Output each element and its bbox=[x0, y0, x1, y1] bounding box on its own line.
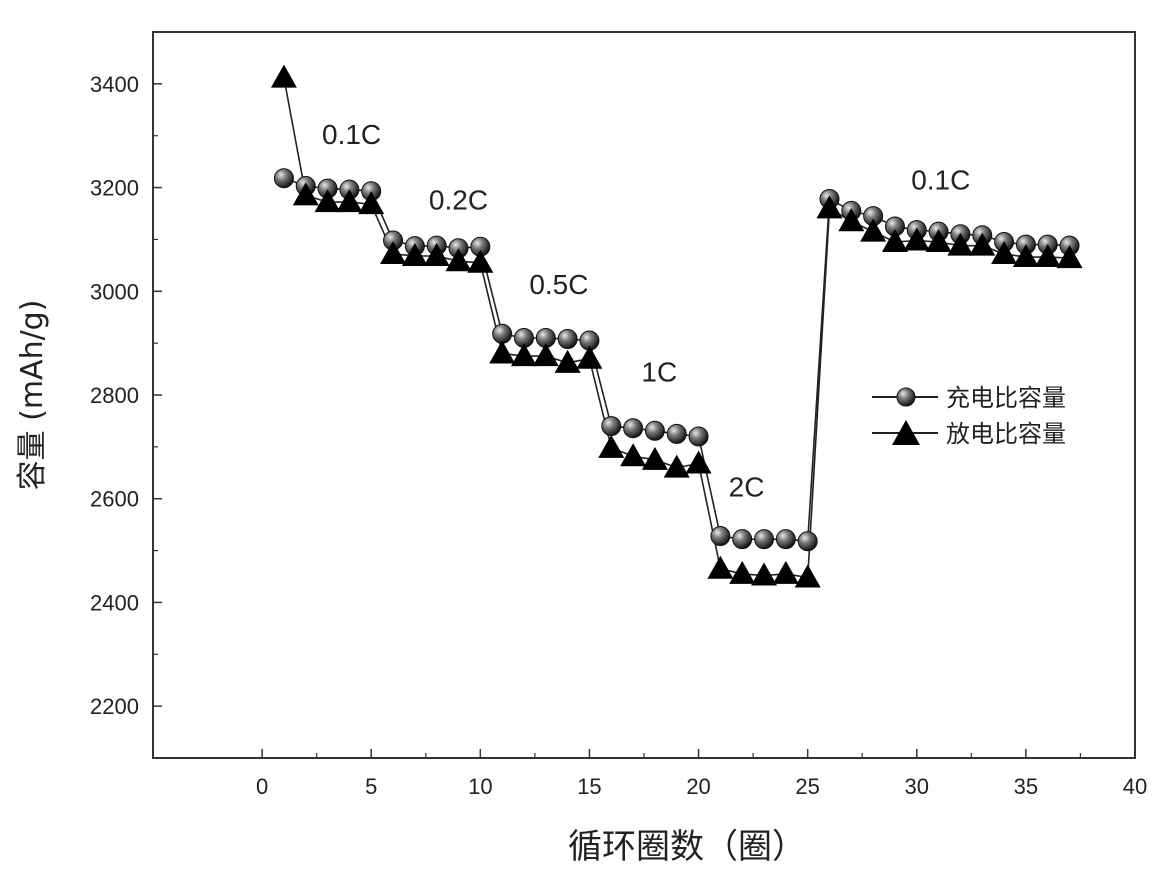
charge-capacity-point bbox=[754, 529, 775, 550]
charge-capacity-point bbox=[688, 426, 709, 447]
discharge-capacity-point bbox=[729, 560, 756, 584]
discharge-capacity-point bbox=[270, 64, 297, 88]
charge-capacity-point bbox=[775, 529, 796, 550]
x-tick-label: 35 bbox=[1014, 774, 1038, 799]
y-tick-label: 3000 bbox=[90, 279, 139, 304]
discharge-capacity-point bbox=[532, 343, 559, 367]
legend-label-discharge: 放电比容量 bbox=[946, 420, 1066, 448]
x-tick-label: 20 bbox=[686, 774, 710, 799]
charge-capacity-point bbox=[557, 328, 578, 349]
legend-triangle-marker-icon bbox=[892, 420, 920, 445]
discharge-capacity-point bbox=[772, 560, 799, 584]
y-tick-label: 3200 bbox=[90, 176, 139, 201]
discharge-capacity-point bbox=[336, 189, 363, 213]
discharge-capacity-point bbox=[969, 232, 996, 256]
charge-capacity-point bbox=[601, 416, 622, 437]
discharge-capacity-point bbox=[554, 349, 581, 373]
x-tick-label: 25 bbox=[795, 774, 819, 799]
rate-annotation: 0.1C bbox=[911, 165, 970, 196]
y-axis-title: 容量 (mAh/g) bbox=[15, 300, 50, 491]
discharge-capacity-point bbox=[707, 555, 734, 579]
x-tick-label: 10 bbox=[468, 774, 492, 799]
discharge-capacity-point bbox=[1034, 244, 1061, 268]
discharge-capacity-point bbox=[401, 243, 428, 267]
discharge-capacity-point bbox=[925, 229, 952, 253]
x-tick-label: 5 bbox=[365, 774, 377, 799]
rate-annotation: 0.2C bbox=[429, 184, 488, 215]
charge-capacity-point bbox=[732, 529, 753, 550]
discharge-capacity-point bbox=[576, 345, 603, 369]
discharge-capacity-point bbox=[598, 434, 625, 458]
discharge-capacity-point bbox=[292, 182, 319, 206]
discharge-capacity-point bbox=[467, 249, 494, 273]
discharge-capacity-point bbox=[947, 232, 974, 256]
charge-capacity-point bbox=[492, 323, 513, 344]
annotations: 0.1C 0.2C 0.5C 1C 2C 0.1C bbox=[322, 119, 970, 503]
discharge-capacity-point bbox=[794, 564, 821, 588]
charge-capacity-point bbox=[666, 423, 687, 444]
discharge-capacity-point bbox=[860, 218, 887, 242]
legend-item-charge: 充电比容量 bbox=[872, 384, 1066, 412]
x-tick-label: 15 bbox=[577, 774, 601, 799]
discharge-capacity-point bbox=[685, 450, 712, 474]
rate-annotation: 2C bbox=[729, 472, 765, 503]
legend-label-charge: 充电比容量 bbox=[946, 384, 1066, 412]
discharge-capacity-point bbox=[445, 248, 472, 272]
x-axis-title: 循环圈数（圈） bbox=[568, 827, 806, 867]
discharge-capacity-point bbox=[838, 208, 865, 232]
charge-capacity-point bbox=[623, 418, 644, 439]
y-tick-label: 2800 bbox=[90, 383, 139, 408]
discharge-capacity-point bbox=[663, 454, 690, 478]
discharge-capacity-point bbox=[816, 195, 843, 219]
discharge-capacity-point bbox=[510, 343, 537, 367]
discharge-capacity-point bbox=[641, 446, 668, 470]
y-tick-label: 2400 bbox=[90, 590, 139, 615]
discharge-capacity-point bbox=[751, 562, 778, 586]
discharge-capacity-point bbox=[620, 443, 647, 467]
x-tick-label: 0 bbox=[256, 774, 268, 799]
legend: 充电比容量 放电比容量 bbox=[872, 384, 1066, 448]
discharge-capacity-point bbox=[489, 340, 516, 364]
series-layer bbox=[270, 64, 1083, 588]
charge-capacity-point bbox=[644, 420, 665, 441]
charge-capacity-point bbox=[797, 531, 818, 552]
charge-capacity-point bbox=[273, 168, 294, 189]
y-tick-label: 3400 bbox=[90, 72, 139, 97]
y-tick-label: 2600 bbox=[90, 487, 139, 512]
axis-ticks: 0 5 10 15 20 25 30 35 40 2200 2400 2600 2800 3000 3200… bbox=[90, 72, 1147, 799]
charge-capacity-point bbox=[710, 526, 731, 547]
discharge-capacity-point bbox=[903, 227, 930, 251]
discharge-capacity-point bbox=[1056, 245, 1083, 269]
discharge-capacity-point bbox=[881, 229, 908, 253]
discharge-capacity-point bbox=[380, 240, 407, 264]
series-line-discharge bbox=[283, 77, 1070, 579]
discharge-capacity-point bbox=[314, 189, 341, 213]
y-tick-label: 2200 bbox=[90, 694, 139, 719]
x-tick-label: 30 bbox=[905, 774, 929, 799]
legend-circle-marker-icon bbox=[896, 387, 916, 407]
x-tick-label: 40 bbox=[1123, 774, 1147, 799]
discharge-capacity-point bbox=[423, 243, 450, 267]
discharge-capacity-point bbox=[991, 240, 1018, 264]
discharge-capacity-point bbox=[358, 191, 385, 215]
rate-annotation: 0.5C bbox=[529, 269, 588, 300]
discharge-capacity-point bbox=[1012, 244, 1039, 268]
rate-annotation: 0.1C bbox=[322, 119, 381, 150]
rate-annotation: 1C bbox=[641, 357, 677, 388]
legend-item-discharge: 放电比容量 bbox=[872, 420, 1066, 448]
